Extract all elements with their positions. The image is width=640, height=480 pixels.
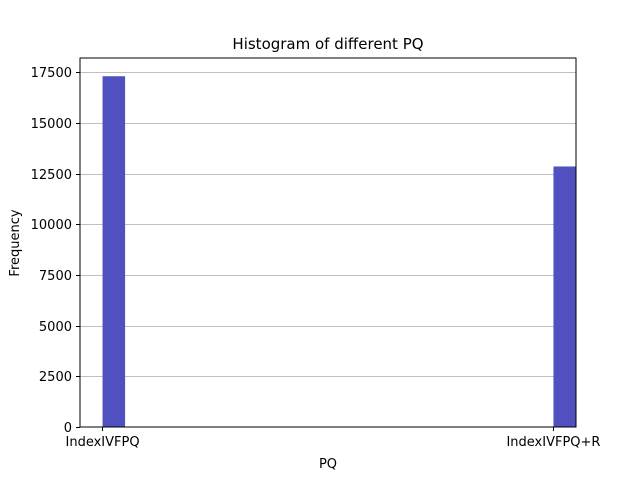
y-tick-label: 10000	[31, 218, 72, 233]
y-axis-ticks: 0 2500 5000 7500 10000 12500 15000 17500	[31, 66, 80, 436]
y-tick-label: 12500	[31, 168, 72, 183]
x-tick-label: IndexIVFPQ	[66, 435, 140, 450]
y-tick-label: 2500	[39, 370, 72, 385]
histogram-bars	[102, 76, 576, 427]
y-tick-label: 5000	[39, 320, 72, 335]
plot-area: 0 2500 5000 7500 10000 12500 15000 17500 IndexI…	[31, 57, 600, 450]
y-axis-title: Frequency	[8, 209, 23, 276]
histogram-bar	[102, 76, 126, 427]
chart-title: Histogram of different PQ	[232, 35, 423, 53]
y-tick-label: 0	[64, 421, 72, 436]
histogram-bar	[553, 166, 576, 427]
x-axis-ticks: IndexIVFPQ IndexIVFPQ+R	[66, 427, 600, 450]
y-tick-label: 17500	[31, 66, 72, 81]
y-tick-label: 7500	[39, 269, 72, 284]
y-tick-label: 15000	[31, 117, 72, 132]
x-axis-title: PQ	[319, 457, 337, 472]
y-grid-lines	[80, 72, 576, 377]
axes-background	[80, 58, 576, 427]
axes-frame	[79, 57, 577, 428]
x-tick-label: IndexIVFPQ+R	[506, 435, 600, 450]
